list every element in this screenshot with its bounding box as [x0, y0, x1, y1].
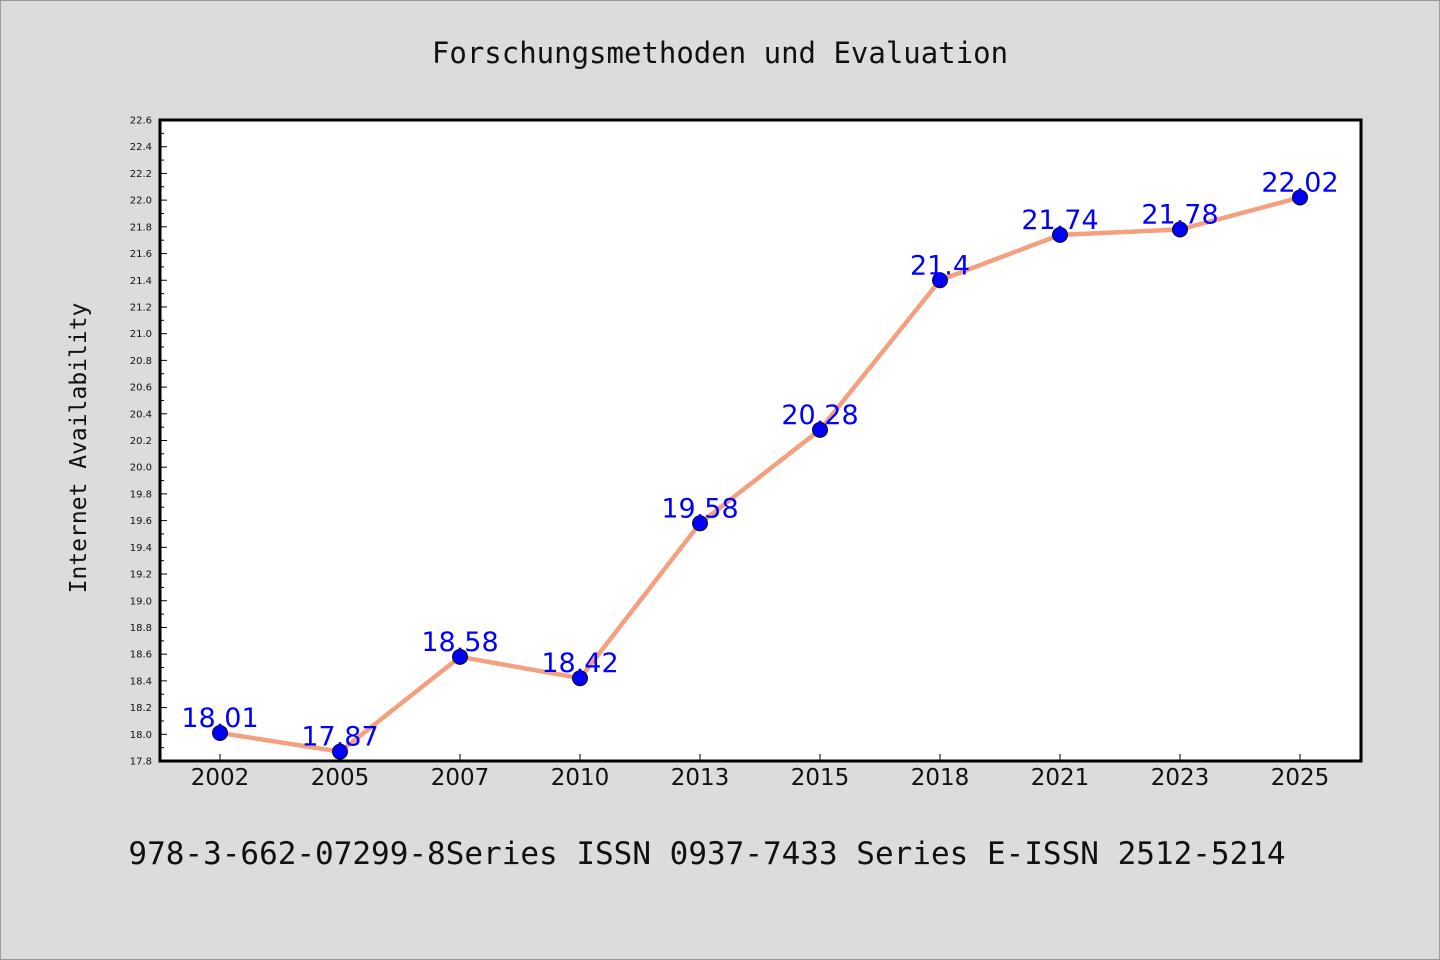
data-point — [212, 724, 228, 741]
y-tick-label: 21.0 — [130, 329, 152, 340]
y-tick-label: 19.4 — [130, 543, 152, 554]
x-tick-label: 2018 — [911, 765, 970, 791]
data-label: 17.87 — [301, 722, 378, 753]
data-point — [1292, 189, 1308, 206]
x-tick-label: 2010 — [551, 765, 610, 791]
x-axis: 2002 2005 2007 2010 2013 2015 2018 2021 2023 2025 — [191, 754, 1330, 791]
data-point — [692, 515, 708, 532]
y-tick-label: 18.2 — [130, 703, 152, 714]
y-tick-label: 21.4 — [130, 276, 152, 287]
y-tick-label: 17.8 — [130, 757, 152, 768]
y-tick-label: 20.6 — [130, 383, 152, 394]
data-label: 22.02 — [1261, 167, 1338, 198]
data-point — [572, 670, 588, 687]
y-tick-label: 20.4 — [130, 409, 152, 420]
data-label: 18.58 — [421, 627, 498, 658]
y-tick-label: 18.4 — [130, 676, 152, 687]
y-tick-label: 18.6 — [130, 650, 152, 661]
data-points — [212, 189, 1308, 760]
data-point — [1052, 226, 1068, 243]
y-tick-label: 18.8 — [130, 623, 152, 634]
x-tick-label: 2013 — [671, 765, 730, 791]
data-point — [1172, 221, 1188, 238]
data-label: 18.01 — [181, 703, 258, 734]
x-tick-label: 2021 — [1031, 765, 1090, 791]
y-tick-label: 19.2 — [130, 570, 152, 581]
footer-text: 978-3-662-07299-8Series ISSN 0937-7433 S… — [128, 836, 1285, 872]
y-tick-label: 21.2 — [130, 302, 152, 313]
data-label: 20.28 — [781, 400, 858, 431]
data-label: 18.42 — [541, 648, 618, 679]
data-label: 21.4 — [910, 250, 970, 281]
y-tick-label: 22.0 — [130, 196, 152, 207]
y-axis-label: Internet Availability — [66, 303, 92, 594]
data-point — [332, 743, 348, 760]
y-tick-label: 20.2 — [130, 436, 152, 447]
data-point — [812, 421, 828, 438]
x-tick-label: 2015 — [791, 765, 850, 791]
data-label: 21.74 — [1021, 205, 1098, 236]
plot-area — [158, 118, 1363, 763]
y-tick-label: 22.2 — [130, 169, 152, 180]
y-axis: 17.8 18.0 18.2 18.4 18.6 18.8 19.0 19.2 19.4 19.6… — [130, 116, 167, 768]
y-tick-label: 20.8 — [130, 356, 152, 367]
data-label: 19.58 — [661, 493, 738, 524]
y-tick-label: 21.6 — [130, 249, 152, 260]
y-tick-label: 19.8 — [130, 489, 152, 500]
data-labels: 18.01 17.87 18.58 18.42 19.58 20.28 21.4 21.74 2… — [181, 167, 1338, 752]
x-tick-label: 2007 — [431, 765, 490, 791]
y-tick-label: 19.6 — [130, 516, 152, 527]
chart-title: Forschungsmethoden und Evaluation — [432, 36, 1008, 70]
x-tick-label: 2025 — [1271, 765, 1330, 791]
y-tick-label: 21.8 — [130, 222, 152, 233]
y-tick-label: 20.0 — [130, 463, 152, 474]
y-tick-label: 19.0 — [130, 596, 152, 607]
data-point — [932, 272, 948, 289]
data-label: 21.78 — [1141, 200, 1218, 231]
y-tick-label: 22.4 — [130, 142, 152, 153]
data-point — [452, 648, 468, 665]
x-tick-label: 2005 — [311, 765, 370, 791]
y-tick-label: 18.0 — [130, 730, 152, 741]
x-tick-label: 2002 — [191, 765, 250, 791]
series-line — [217, 195, 1303, 754]
y-tick-label: 22.6 — [130, 116, 152, 127]
x-tick-label: 2023 — [1151, 765, 1210, 791]
